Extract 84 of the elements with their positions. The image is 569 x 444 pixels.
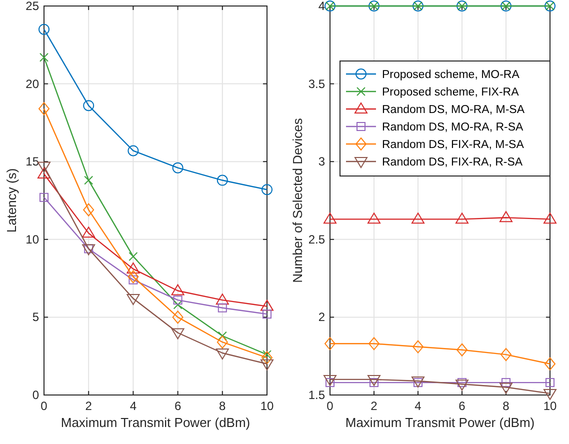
x-tick-label: 8 — [502, 399, 510, 413]
point — [324, 212, 336, 224]
point — [38, 24, 50, 35]
point — [260, 300, 274, 311]
point — [126, 262, 140, 274]
point — [173, 300, 182, 310]
y-tick-label: 25 — [26, 0, 40, 13]
point — [126, 294, 140, 306]
x-axis-title: Maximum Transmit Power (dBm) — [345, 415, 535, 430]
point — [262, 310, 272, 319]
point — [216, 336, 228, 349]
point — [368, 374, 380, 386]
x-tick-label: 2 — [85, 399, 92, 413]
point — [544, 388, 556, 400]
y-tick-label: 15 — [26, 154, 40, 169]
y-tick-label: 4 — [318, 0, 326, 13]
point — [368, 212, 380, 224]
point — [324, 374, 336, 386]
point — [218, 303, 227, 312]
legend-label: Proposed scheme, MO-RA — [382, 69, 520, 81]
point — [324, 337, 336, 350]
x-tick-label: 8 — [219, 399, 226, 413]
point — [40, 52, 48, 62]
y-tick-label: 2.5 — [308, 232, 326, 246]
point — [171, 284, 184, 296]
x-tick-label: 10 — [543, 399, 557, 413]
legend-label: Random DS, FIX-RA, R-SA — [382, 156, 523, 168]
point — [368, 337, 380, 350]
point — [218, 331, 227, 340]
point — [544, 357, 556, 370]
point — [412, 340, 424, 354]
point — [546, 378, 554, 388]
point — [500, 382, 512, 394]
point — [216, 174, 228, 186]
point — [500, 211, 512, 222]
point — [262, 351, 272, 364]
x-tick-label: 4 — [130, 399, 137, 413]
point — [172, 162, 184, 174]
x-tick-label: 0 — [40, 399, 48, 413]
y-tick-label: 3 — [318, 154, 326, 169]
y-tick-label: 5 — [32, 310, 40, 324]
point — [216, 348, 229, 360]
y-tick-label: 10 — [26, 232, 40, 246]
x-tick-label: 6 — [174, 399, 182, 413]
y-tick-label: 0 — [32, 388, 40, 402]
point — [128, 270, 139, 284]
y-axis-title: Latency (s) — [4, 168, 19, 233]
point — [412, 212, 424, 224]
y-tick-label: 2 — [318, 310, 326, 324]
x-tick-label: 2 — [370, 399, 378, 413]
point — [83, 100, 94, 112]
x-tick-label: 0 — [326, 399, 334, 413]
point — [500, 348, 512, 362]
legend-label: Random DS, MO-RA, R-SA — [382, 122, 524, 134]
point — [171, 328, 184, 340]
point — [456, 380, 468, 391]
point — [38, 102, 50, 116]
point — [544, 212, 556, 224]
point — [172, 310, 184, 324]
point — [38, 162, 50, 173]
x-axis-title: Maximum Transmit Power (dBm) — [60, 415, 250, 430]
point — [84, 176, 94, 185]
x-tick-label: 10 — [260, 399, 274, 413]
point — [83, 203, 94, 216]
point — [456, 212, 468, 224]
y-tick-label: 3.5 — [308, 76, 326, 91]
x-tick-label: 6 — [458, 399, 466, 413]
y-tick-label: 20 — [26, 76, 40, 91]
point — [262, 184, 272, 196]
point — [128, 145, 139, 156]
point — [502, 378, 510, 388]
point — [260, 359, 274, 370]
point — [38, 168, 50, 179]
point — [456, 343, 468, 356]
legend-label: Proposed scheme, FIX-RA — [382, 86, 520, 98]
point — [173, 296, 182, 305]
y-tick-label: 1.5 — [308, 388, 326, 402]
legend-label: Random DS, MO-RA, M-SA — [382, 104, 525, 116]
point — [40, 192, 48, 202]
point — [82, 226, 96, 238]
x-tick-label: 4 — [414, 399, 422, 413]
legend-label: Random DS, FIX-RA, M-SA — [382, 139, 524, 151]
point — [128, 252, 138, 262]
y-axis-title: Number of Selected Devices — [290, 118, 305, 283]
